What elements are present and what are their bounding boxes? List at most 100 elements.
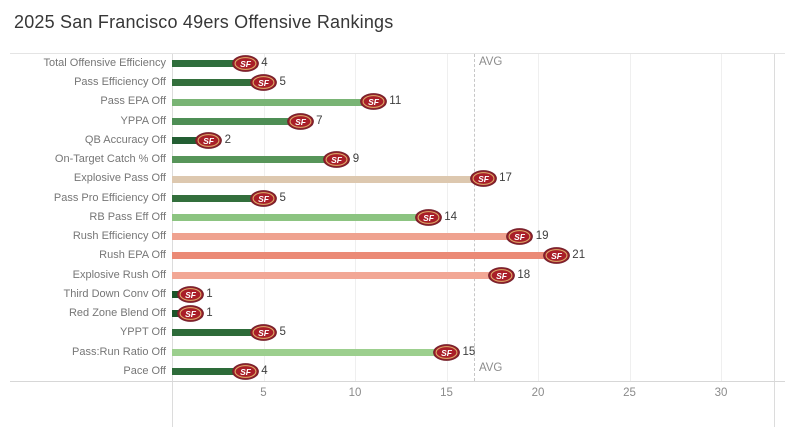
category-label: Explosive Pass Off [73,172,166,185]
logo-trim-ring [234,57,257,70]
rank-bar[interactable] [172,329,264,337]
logo-trim-ring [362,95,385,109]
chart-row: Pace Off SF 4 [0,362,785,381]
logo-trim-ring [508,230,531,244]
logo-sf-text: SF [203,136,215,146]
49ers-logo-icon[interactable]: SF [250,74,277,92]
category-label: Red Zone Blend Off [68,307,166,320]
chart-right-border [774,54,775,427]
logo-trim-ring [472,172,494,186]
x-tick-label: 10 [348,387,362,399]
logo-trim-ring [234,364,257,378]
logo-sf-text: SF [185,290,197,300]
49ers-logo-icon[interactable]: SF [176,305,204,322]
rank-value: 7 [316,114,323,127]
chart-top-border [10,53,785,54]
rank-bar[interactable] [172,271,502,279]
x-tick-label: 5 [260,387,267,399]
chart-row: Explosive Pass Off SF 17 [0,169,785,188]
49ers-logo-icon[interactable]: SF [506,228,534,246]
49ers-logo-icon[interactable]: SF [286,112,314,130]
49ers-logo-icon[interactable]: SF [250,189,277,207]
category-label: Pass EPA Off [100,95,166,108]
logo-trim-ring [252,76,275,90]
logo-sf-text: SF [478,174,490,184]
category-label: YPPA Off [120,114,166,127]
category-label: RB Pass Eff Off [89,210,166,223]
chart-row: YPPT Off SF 5 [0,323,785,342]
49ers-logo-icon[interactable]: SF [414,208,442,226]
category-label: Third Down Conv Off [63,287,166,300]
logo-sf-text: SF [368,97,380,107]
logo-oval [250,324,277,342]
chart-row: Rush EPA Off SF 21 [0,246,785,265]
logo-trim-ring [252,191,275,205]
rank-bar[interactable] [172,348,447,356]
logo-sf-text: SF [331,155,343,165]
category-label: QB Accuracy Off [84,133,166,146]
logo-trim-ring [197,134,220,147]
rank-value: 5 [279,76,286,89]
chart-row: Red Zone Blend Off SF 1 [0,304,785,323]
rank-bar[interactable] [172,117,301,125]
49ers-logo-icon[interactable]: SF [176,285,204,303]
rank-value: 1 [206,287,213,300]
chart-row: RB Pass Eff Off SF 14 [0,208,785,227]
category-label: Pass:Run Ratio Off [72,345,166,358]
category-label: Pass Efficiency Off [74,76,166,89]
rank-bar[interactable] [172,233,520,241]
logo-oval [286,112,314,130]
49ers-logo-icon[interactable]: SF [250,324,277,342]
49ers-logo-icon[interactable]: SF [231,362,259,380]
gridline [446,54,448,381]
category-label: Explosive Rush Off [72,268,166,281]
rank-bar[interactable] [172,252,557,260]
logo-oval [250,189,277,207]
logo-oval [414,208,442,226]
logo-trim-ring [325,153,348,167]
49ers-logo-icon[interactable]: SF [359,93,387,111]
rank-bar[interactable] [172,156,337,164]
49ers-logo-icon[interactable]: SF [433,343,460,361]
logo-trim-ring [545,249,568,263]
logo-sf-text: SF [514,232,526,242]
chart-row: Explosive Rush Off SF 18 [0,266,785,285]
49ers-logo-icon[interactable]: SF [231,55,259,72]
49ers-logo-icon[interactable]: SF [469,170,497,188]
rank-bar[interactable] [172,194,264,202]
rank-bar[interactable] [172,137,209,145]
category-label: On-Target Catch % Off [54,153,166,166]
avg-reference-line [473,54,475,381]
rank-value: 21 [572,249,586,262]
avg-label-top: AVG [478,56,503,68]
rank-bar[interactable] [172,79,264,87]
rank-bar[interactable] [172,213,429,221]
chart-title: 2025 San Francisco 49ers Offensive Ranki… [14,12,394,32]
49ers-logo-icon[interactable]: SF [323,151,351,169]
rank-bar[interactable] [172,98,374,106]
logo-oval [323,151,351,169]
49ers-logo-icon[interactable]: SF [195,132,222,149]
49ers-logo-icon[interactable]: SF [487,266,515,284]
rank-value: 15 [462,345,476,358]
rank-value: 2 [224,133,231,146]
rank-bar[interactable] [172,367,246,375]
rank-bar[interactable] [172,175,484,183]
chart-row: Pass:Run Ratio Off SF 15 [0,343,785,362]
logo-trim-ring [435,345,458,359]
logo-trim-ring [417,210,440,224]
logo-trim-ring [179,287,202,301]
logo-oval [195,132,222,149]
x-tick-label: 30 [714,387,728,399]
logo-sf-text: SF [258,328,270,338]
rank-bar[interactable] [172,60,246,68]
rank-value: 19 [535,230,549,243]
logo-oval [487,266,515,284]
chart-row: Pass EPA Off SF 11 [0,92,785,111]
logo-sf-text: SF [551,251,563,261]
49ers-logo-icon[interactable]: SF [542,247,570,265]
rank-value: 14 [444,210,457,223]
logo-sf-text: SF [295,117,307,127]
rank-value: 5 [279,191,286,204]
logo-trim-ring [490,268,513,282]
